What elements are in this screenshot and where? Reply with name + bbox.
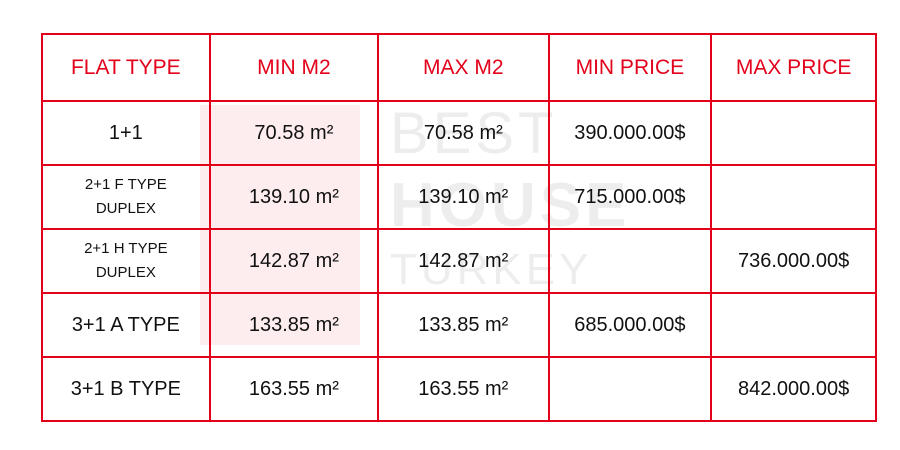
table-cell: 70.58 m² <box>208 100 380 166</box>
table-cell: 736.000.00$ <box>710 228 877 294</box>
header-cell: MIN M2 <box>208 33 380 102</box>
header-cell: MAX M2 <box>377 33 550 102</box>
table-row: 3+1 B TYPE 163.55 m² 163.55 m² 842.000.00$ <box>41 356 877 422</box>
table-cell: 163.55 m² <box>208 356 380 422</box>
table-cell: 3+1 B TYPE <box>41 356 211 422</box>
table-cell <box>710 164 877 230</box>
table-cell: 133.85 m² <box>377 292 550 358</box>
table-cell: 139.10 m² <box>377 164 550 230</box>
table-cell: 2+1 F TYPE DUPLEX <box>41 164 211 230</box>
header-cell: MIN PRICE <box>547 33 713 102</box>
table-row: 1+1 70.58 m² 70.58 m² 390.000.00$ <box>41 100 877 166</box>
table-cell: 842.000.00$ <box>710 356 877 422</box>
table-cell: 685.000.00$ <box>547 292 713 358</box>
table-row: 3+1 A TYPE 133.85 m² 133.85 m² 685.000.00$ <box>41 292 877 358</box>
header-cell: MAX PRICE <box>710 33 877 102</box>
table-cell: 390.000.00$ <box>547 100 713 166</box>
header-row: FLAT TYPE MIN M2 MAX M2 MIN PRICE MAX PRICE <box>41 33 877 102</box>
cell-text: 2+1 F TYPE DUPLEX <box>84 176 167 217</box>
table-cell <box>710 100 877 166</box>
table-cell: 715.000.00$ <box>547 164 713 230</box>
table-row: 2+1 H TYPE DUPLEX 142.87 m² 142.87 m² 736.0… <box>41 228 877 294</box>
table-cell: 163.55 m² <box>377 356 550 422</box>
header-cell: FLAT TYPE <box>41 33 211 102</box>
table-cell: 139.10 m² <box>208 164 380 230</box>
table-cell: 3+1 A TYPE <box>41 292 211 358</box>
table-cell: 2+1 H TYPE DUPLEX <box>41 228 211 294</box>
table-cell: 142.87 m² <box>208 228 380 294</box>
table-cell: 142.87 m² <box>377 228 550 294</box>
table-cell: 133.85 m² <box>208 292 380 358</box>
price-table: FLAT TYPE MIN M2 MAX M2 MIN PRICE MAX PRICE … <box>41 33 877 422</box>
table-row: 2+1 F TYPE DUPLEX 139.10 m² 139.10 m² 715.0… <box>41 164 877 230</box>
table-cell <box>710 292 877 358</box>
cell-text: 2+1 H TYPE DUPLEX <box>84 240 168 281</box>
table-cell <box>547 228 713 294</box>
table-cell <box>547 356 713 422</box>
table-cell: 70.58 m² <box>377 100 550 166</box>
table-cell: 1+1 <box>41 100 211 166</box>
